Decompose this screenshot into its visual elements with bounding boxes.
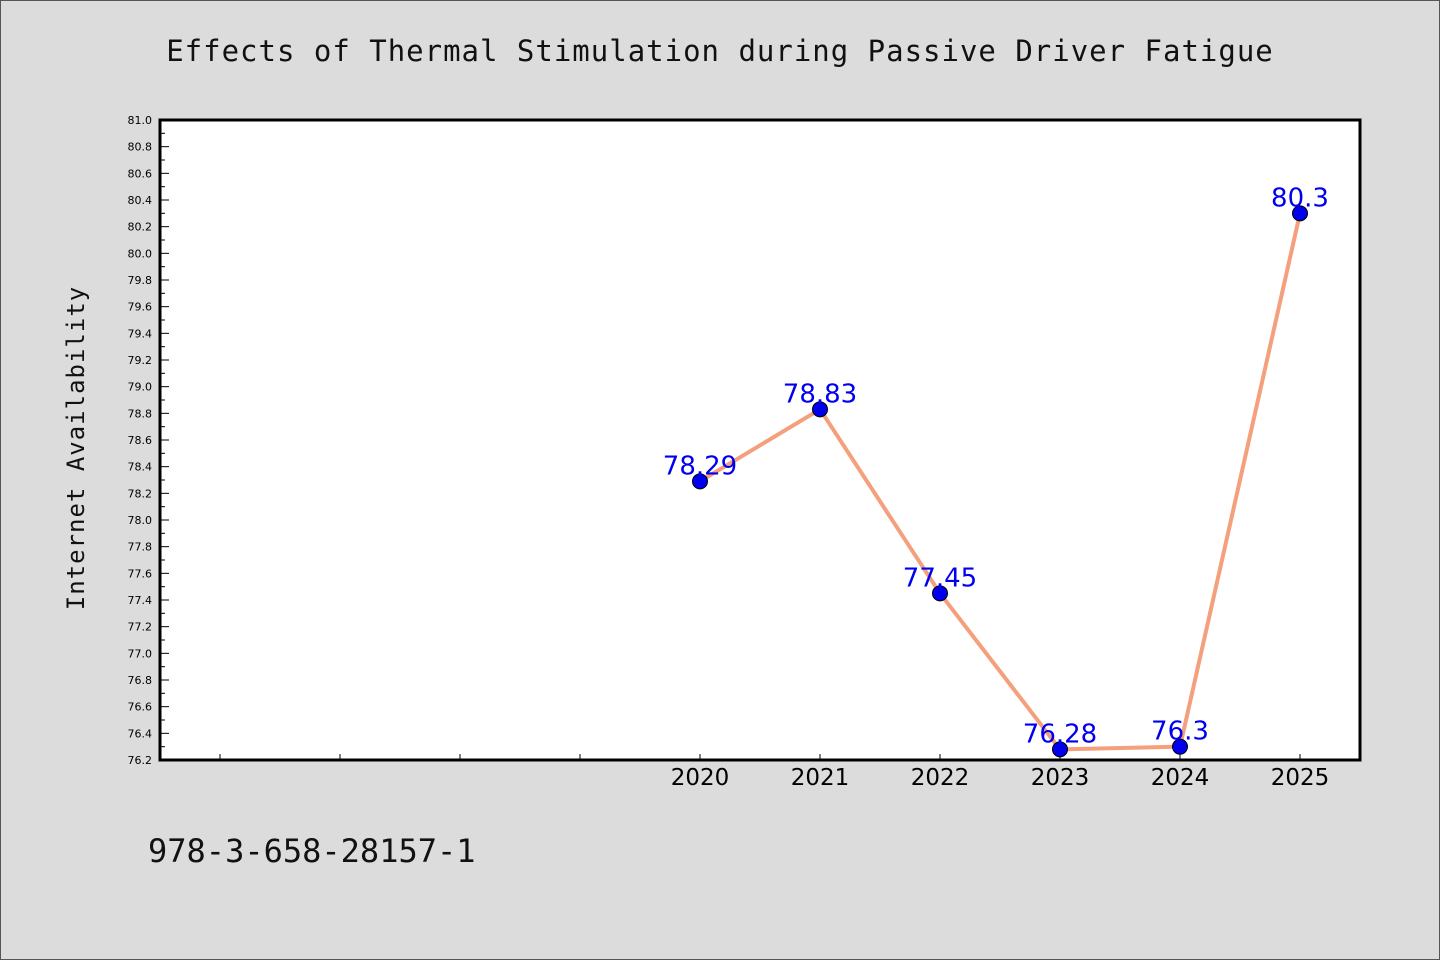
- y-tick-label: 77.4: [128, 594, 153, 607]
- y-tick-label: 79.0: [128, 381, 153, 394]
- y-tick-label: 78.4: [128, 461, 153, 474]
- x-tick-label: 2022: [911, 765, 970, 791]
- data-point: [1292, 205, 1308, 222]
- x-tick-label: 2021: [791, 765, 850, 791]
- y-tick-label: 76.2: [128, 754, 153, 767]
- data-label: 80.3: [1271, 183, 1329, 213]
- y-tick-label: 78.2: [128, 487, 153, 500]
- y-tick-label: 76.4: [128, 727, 153, 740]
- y-tick-label: 77.2: [128, 621, 153, 634]
- x-axis-ticks: 2020 2021 2022 2023 2024 2025: [219, 754, 1330, 791]
- plot-area: [158, 118, 1362, 762]
- y-tick-label: 77.0: [128, 647, 153, 660]
- data-label: 77.45: [903, 563, 977, 593]
- y-tick-label: 78.0: [128, 514, 153, 527]
- x-tick-label: 2023: [1031, 765, 1090, 791]
- y-tick-label: 80.6: [128, 167, 153, 180]
- y-tick-label: 78.8: [128, 407, 153, 420]
- y-tick-label: 79.6: [128, 301, 153, 314]
- data-labels: 78.29 78.83 77.45 76.28 76.3 80.3: [663, 183, 1329, 749]
- y-axis-ticks: 76.2 76.4 76.6 76.8 77.0 77.2 77.4 77.6 77.8 78.0…: [128, 114, 169, 767]
- y-tick-label: 81.0: [128, 114, 153, 127]
- data-point: [812, 401, 828, 418]
- data-point: [1052, 741, 1068, 758]
- data-label: 78.83: [783, 379, 857, 409]
- y-tick-label: 80.2: [128, 221, 153, 234]
- data-label: 76.3: [1151, 717, 1209, 747]
- y-tick-label: 79.8: [128, 274, 153, 287]
- data-point: [932, 585, 948, 602]
- y-tick-label: 76.6: [128, 701, 153, 714]
- chart-title: Effects of Thermal Stimulation during Pa…: [166, 34, 1274, 68]
- x-tick-label: 2025: [1271, 765, 1330, 791]
- y-tick-label: 80.0: [128, 247, 153, 260]
- data-label: 78.29: [663, 451, 737, 481]
- y-tick-label: 77.8: [128, 541, 153, 554]
- data-point: [692, 473, 708, 490]
- series-line: [698, 211, 1302, 752]
- y-tick-label: 77.6: [128, 567, 153, 580]
- y-tick-label: 76.8: [128, 674, 153, 687]
- data-point: [1172, 738, 1188, 755]
- y-tick-label: 80.8: [128, 141, 153, 154]
- x-tick-label: 2024: [1151, 765, 1210, 791]
- footer-isbn: 978-3-658-28157-1: [148, 832, 476, 870]
- x-tick-label: 2020: [671, 765, 730, 791]
- y-tick-label: 79.4: [128, 327, 153, 340]
- series-group: [692, 205, 1308, 758]
- y-tick-label: 78.6: [128, 434, 153, 447]
- y-tick-label: 79.2: [128, 354, 153, 367]
- data-label: 76.28: [1023, 719, 1097, 749]
- y-tick-label: 80.4: [128, 194, 153, 207]
